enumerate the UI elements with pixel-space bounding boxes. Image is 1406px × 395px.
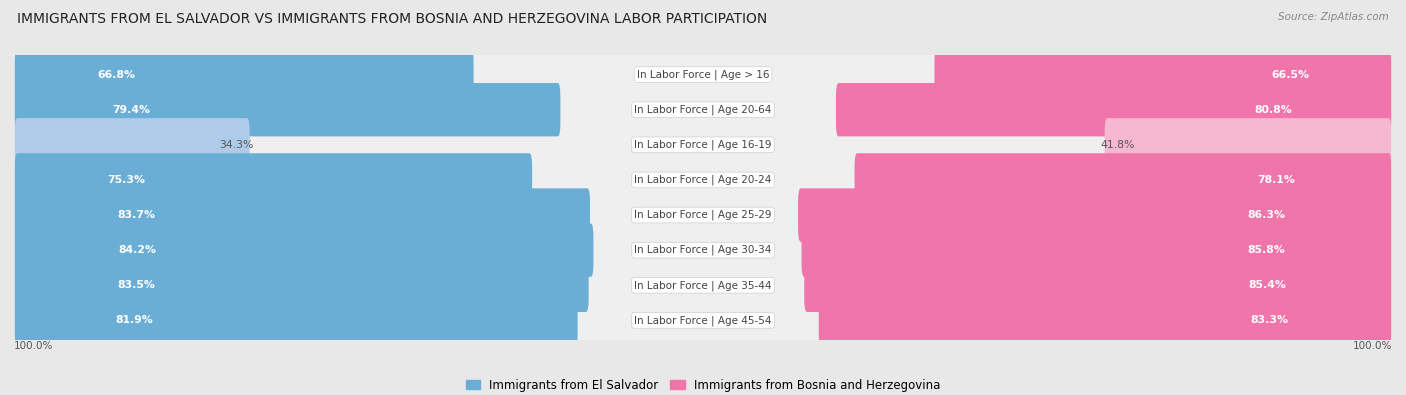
FancyBboxPatch shape [14, 251, 1392, 320]
Text: 100.0%: 100.0% [1353, 341, 1392, 352]
FancyBboxPatch shape [14, 259, 589, 312]
FancyBboxPatch shape [14, 181, 1392, 250]
FancyBboxPatch shape [804, 259, 1392, 312]
Text: 83.3%: 83.3% [1251, 315, 1289, 325]
FancyBboxPatch shape [818, 294, 1392, 347]
Text: 66.5%: 66.5% [1271, 70, 1309, 80]
Text: Source: ZipAtlas.com: Source: ZipAtlas.com [1278, 12, 1389, 22]
FancyBboxPatch shape [801, 224, 1392, 277]
Text: 80.8%: 80.8% [1254, 105, 1292, 115]
FancyBboxPatch shape [1105, 118, 1392, 171]
Text: 84.2%: 84.2% [118, 245, 156, 255]
FancyBboxPatch shape [14, 118, 250, 171]
Text: In Labor Force | Age 16-19: In Labor Force | Age 16-19 [634, 139, 772, 150]
Text: In Labor Force | Age 20-64: In Labor Force | Age 20-64 [634, 104, 772, 115]
FancyBboxPatch shape [14, 216, 1392, 285]
Text: In Labor Force | Age 20-24: In Labor Force | Age 20-24 [634, 175, 772, 185]
Legend: Immigrants from El Salvador, Immigrants from Bosnia and Herzegovina: Immigrants from El Salvador, Immigrants … [461, 374, 945, 395]
Text: 79.4%: 79.4% [112, 105, 150, 115]
FancyBboxPatch shape [14, 153, 531, 207]
Text: In Labor Force | Age > 16: In Labor Force | Age > 16 [637, 70, 769, 80]
FancyBboxPatch shape [14, 188, 591, 242]
Text: 100.0%: 100.0% [14, 341, 53, 352]
FancyBboxPatch shape [935, 48, 1392, 101]
FancyBboxPatch shape [855, 153, 1392, 207]
Text: 85.4%: 85.4% [1249, 280, 1286, 290]
Text: 86.3%: 86.3% [1247, 210, 1285, 220]
Text: 78.1%: 78.1% [1257, 175, 1295, 185]
Text: 34.3%: 34.3% [219, 140, 254, 150]
FancyBboxPatch shape [14, 83, 561, 136]
FancyBboxPatch shape [14, 75, 1392, 144]
FancyBboxPatch shape [14, 110, 1392, 179]
FancyBboxPatch shape [837, 83, 1392, 136]
FancyBboxPatch shape [14, 145, 1392, 214]
Text: In Labor Force | Age 45-54: In Labor Force | Age 45-54 [634, 315, 772, 325]
FancyBboxPatch shape [799, 188, 1392, 242]
Text: 83.5%: 83.5% [118, 280, 156, 290]
FancyBboxPatch shape [14, 224, 593, 277]
FancyBboxPatch shape [14, 48, 474, 101]
Text: 75.3%: 75.3% [107, 175, 145, 185]
Text: In Labor Force | Age 25-29: In Labor Force | Age 25-29 [634, 210, 772, 220]
FancyBboxPatch shape [14, 286, 1392, 355]
Text: In Labor Force | Age 30-34: In Labor Force | Age 30-34 [634, 245, 772, 256]
Text: In Labor Force | Age 35-44: In Labor Force | Age 35-44 [634, 280, 772, 291]
Text: 81.9%: 81.9% [115, 315, 153, 325]
FancyBboxPatch shape [14, 294, 578, 347]
Text: 41.8%: 41.8% [1101, 140, 1135, 150]
Text: 83.7%: 83.7% [118, 210, 156, 220]
Text: IMMIGRANTS FROM EL SALVADOR VS IMMIGRANTS FROM BOSNIA AND HERZEGOVINA LABOR PART: IMMIGRANTS FROM EL SALVADOR VS IMMIGRANT… [17, 12, 768, 26]
Text: 66.8%: 66.8% [97, 70, 135, 80]
Text: 85.8%: 85.8% [1247, 245, 1285, 255]
FancyBboxPatch shape [14, 40, 1392, 109]
